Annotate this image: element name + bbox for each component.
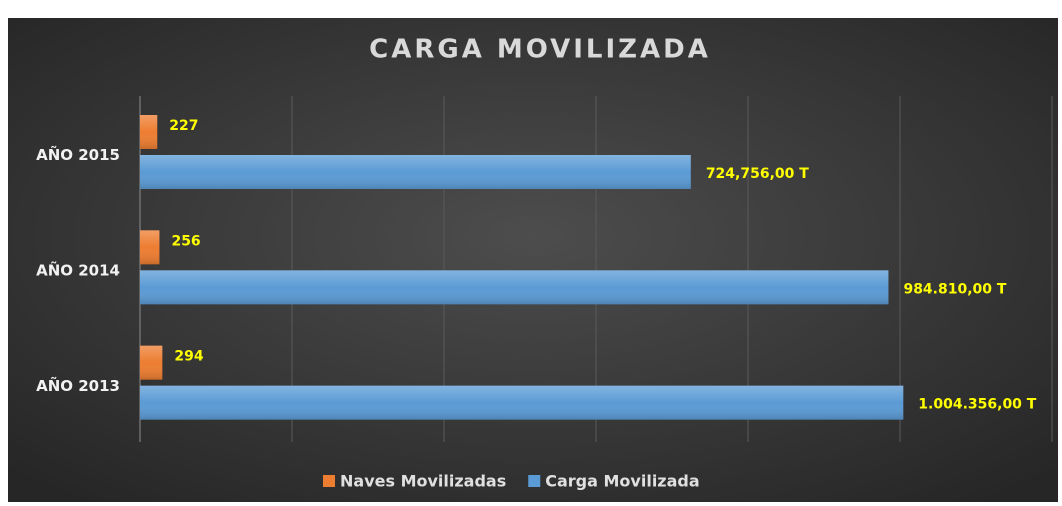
data-label: 1.004.356,00 T (918, 397, 1037, 413)
data-label: 984.810,00 T (903, 281, 1006, 297)
data-label: 227 (169, 118, 198, 134)
legend-swatch (323, 475, 335, 487)
data-label: 256 (171, 233, 200, 249)
y-tick-label: AÑO 2013 (36, 376, 120, 395)
bar-shade (140, 115, 158, 149)
bar-shade (140, 230, 160, 265)
y-tick-label: AÑO 2015 (36, 145, 120, 164)
chart-title: CARGA MOVILIZADA (369, 35, 711, 65)
data-label: 724,756,00 T (706, 166, 809, 182)
chart-background (8, 18, 1058, 502)
legend-label: Carga Movilizada (545, 472, 699, 491)
bar-shade (140, 155, 691, 189)
data-label: 294 (174, 349, 203, 365)
bar-shade (140, 270, 889, 305)
y-tick-label: AÑO 2014 (36, 261, 120, 280)
legend-swatch (528, 475, 541, 487)
bar-shade (140, 385, 904, 420)
bar-shade (140, 345, 163, 380)
legend-label: Naves Movilizadas (340, 472, 506, 491)
